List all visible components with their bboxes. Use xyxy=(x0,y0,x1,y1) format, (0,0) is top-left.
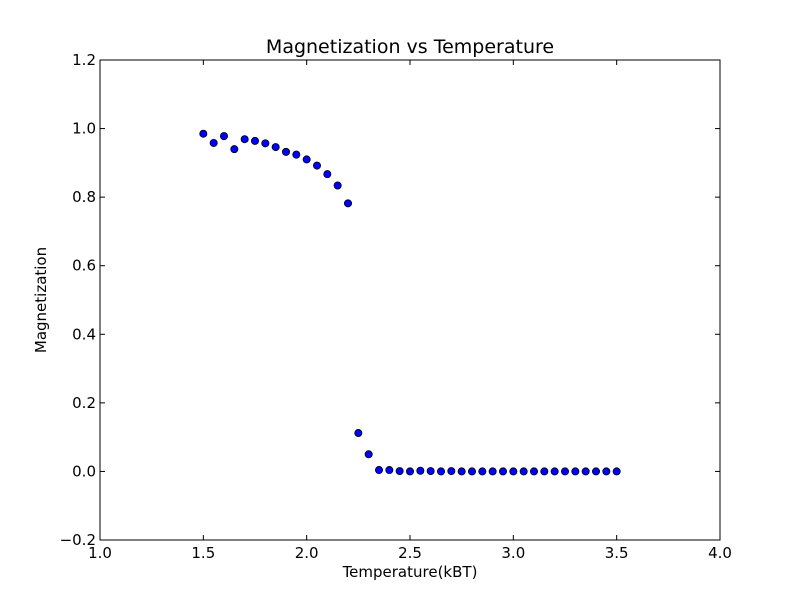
data-points xyxy=(199,129,621,476)
data-point xyxy=(405,467,414,476)
x-axis-label: Temperature(kBT) xyxy=(342,563,478,581)
data-point xyxy=(312,161,321,170)
data-point xyxy=(530,467,539,476)
data-point xyxy=(354,429,363,438)
y-tick-label: −0.2 xyxy=(60,531,96,549)
data-point xyxy=(281,147,290,156)
x-tick-label: 2.0 xyxy=(295,544,319,562)
data-point xyxy=(385,466,394,475)
x-tick-label: 4.0 xyxy=(708,544,732,562)
data-point xyxy=(343,199,352,208)
x-tick-label: 2.5 xyxy=(398,544,422,562)
data-point xyxy=(209,138,218,147)
data-point xyxy=(333,181,342,190)
data-point xyxy=(540,467,549,476)
data-point xyxy=(426,467,435,476)
data-point xyxy=(457,467,466,476)
data-point xyxy=(509,467,518,476)
chart-title: Magnetization vs Temperature xyxy=(266,36,554,58)
data-point xyxy=(498,467,507,476)
x-tick-label: 3.5 xyxy=(605,544,629,562)
data-point xyxy=(416,466,425,475)
data-point xyxy=(250,136,259,145)
x-tick-label: 1.0 xyxy=(88,544,112,562)
axis-ticks: 1.0 1.5 2.0 2.5 3.0 3.5 4.0 −0.2 0.0 0.2 0.4 0.6 0.8… xyxy=(60,51,732,562)
data-point xyxy=(374,466,383,475)
data-point xyxy=(602,467,611,476)
data-point xyxy=(561,467,570,476)
data-point xyxy=(447,467,456,476)
data-point xyxy=(467,467,476,476)
data-point xyxy=(550,467,559,476)
data-point xyxy=(571,467,580,476)
y-tick-label: 1.0 xyxy=(72,120,96,138)
data-point xyxy=(478,467,487,476)
data-point xyxy=(302,155,311,164)
data-point xyxy=(261,139,270,148)
x-tick-label: 1.5 xyxy=(191,544,215,562)
y-tick-label: 0.8 xyxy=(72,188,96,206)
data-point xyxy=(395,467,404,476)
y-tick-label: 0.0 xyxy=(72,462,96,480)
data-point xyxy=(519,467,528,476)
y-tick-label: 0.6 xyxy=(72,257,96,275)
y-axis-label: Magnetization xyxy=(32,247,50,353)
data-point xyxy=(219,132,228,141)
data-point xyxy=(581,467,590,476)
data-point xyxy=(436,467,445,476)
data-point xyxy=(323,170,332,179)
data-point xyxy=(199,129,208,138)
data-point xyxy=(364,450,373,459)
data-point xyxy=(230,145,239,154)
data-point xyxy=(292,150,301,159)
x-tick-label: 3.0 xyxy=(501,544,525,562)
data-point xyxy=(271,143,280,152)
data-point xyxy=(488,467,497,476)
y-tick-label: 0.4 xyxy=(72,325,96,343)
y-tick-label: 1.2 xyxy=(72,51,96,69)
data-point xyxy=(612,467,621,476)
plot-frame xyxy=(99,59,721,541)
y-tick-label: 0.2 xyxy=(72,394,96,412)
data-point xyxy=(240,135,249,144)
data-point xyxy=(592,467,601,476)
